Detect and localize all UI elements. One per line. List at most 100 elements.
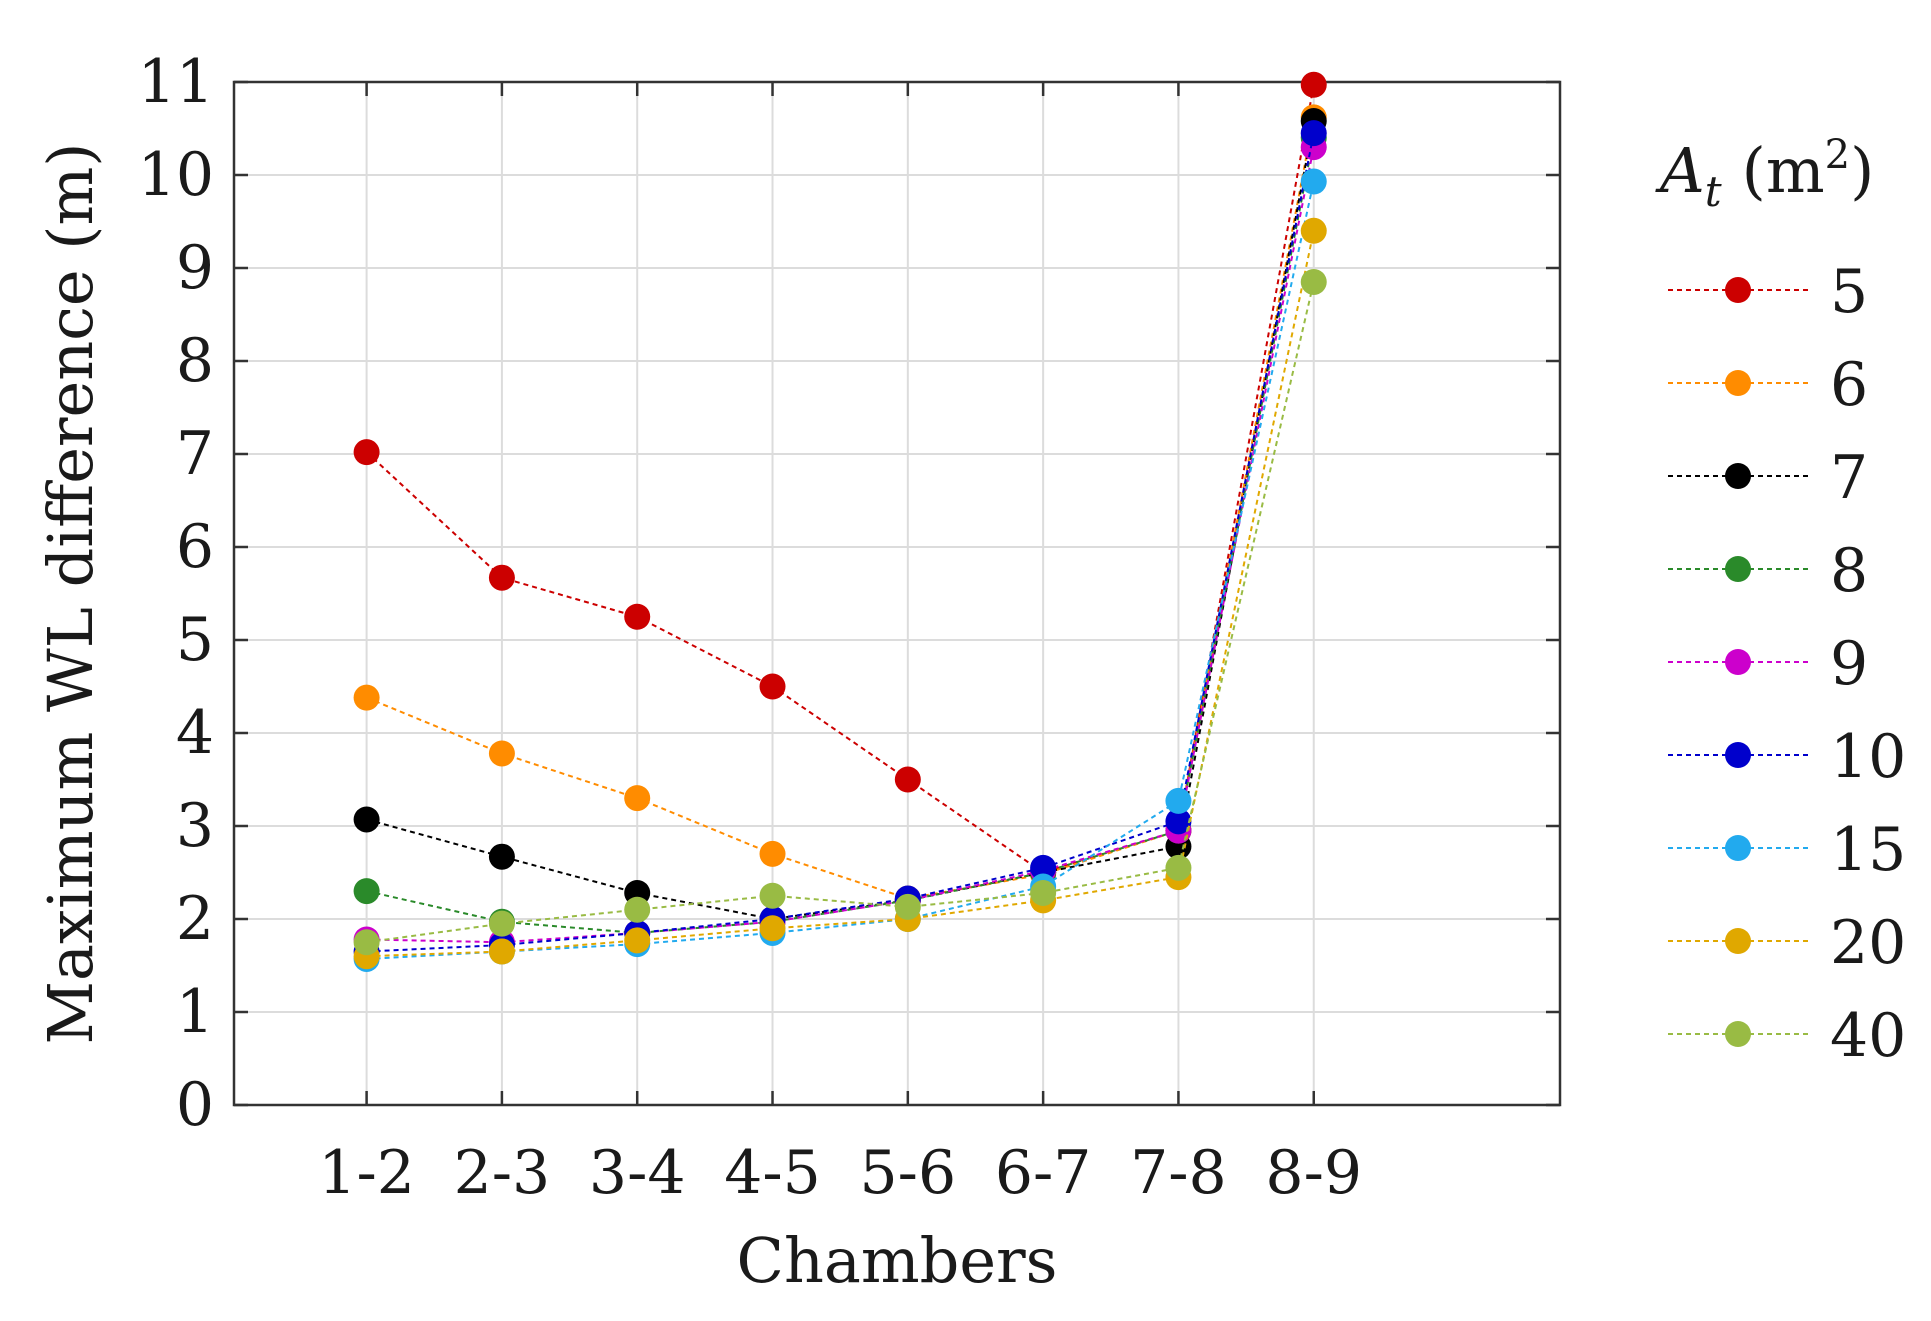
data-point — [1165, 808, 1192, 835]
data-point — [488, 843, 515, 870]
legend-label: 40 — [1830, 1001, 1906, 1071]
legend-item-6: 6 — [1668, 350, 1868, 420]
y-tick-label: 3 — [176, 791, 214, 861]
legend-title-close: ) — [1850, 134, 1874, 207]
legend-item-5: 5 — [1668, 257, 1868, 327]
y-tick-label: 11 — [138, 47, 214, 117]
data-point — [624, 785, 651, 812]
legend-swatch-marker — [1725, 370, 1751, 396]
data-point — [1300, 217, 1327, 244]
data-point — [488, 564, 515, 591]
x-tick-label: 7-8 — [1130, 1138, 1227, 1208]
data-point — [1300, 168, 1327, 195]
data-point — [353, 806, 380, 833]
legend-items: 5 6 7 8 9 10 15 20 40 — [1668, 257, 1906, 1071]
data-point — [894, 893, 921, 920]
data-point — [488, 910, 515, 937]
data-point — [759, 882, 786, 909]
data-point — [1030, 879, 1057, 906]
legend-title-unit: (m — [1742, 134, 1825, 207]
series-line — [366, 146, 1315, 944]
data-point — [353, 929, 380, 956]
legend-swatch-marker — [1725, 835, 1751, 861]
series-40 — [353, 268, 1327, 956]
data-point — [1165, 854, 1192, 881]
legend-label: 6 — [1830, 350, 1868, 420]
data-point — [624, 927, 651, 954]
legend-item-8: 8 — [1668, 536, 1868, 606]
series-line — [366, 132, 1315, 953]
series-line — [366, 137, 1315, 934]
x-tick-label: 3-4 — [589, 1138, 686, 1208]
data-point — [353, 439, 380, 466]
legend-title-main: A — [1655, 134, 1705, 207]
data-point — [759, 673, 786, 700]
legend-title-sub: t — [1705, 167, 1722, 216]
data-point — [353, 684, 380, 711]
data-point — [353, 878, 380, 905]
data-point — [759, 915, 786, 942]
legend-item-20: 20 — [1668, 908, 1906, 978]
legend-title-sup: 2 — [1825, 132, 1850, 178]
series-line — [366, 120, 1315, 921]
x-tick-label: 2-3 — [454, 1138, 551, 1208]
x-tick-label: 6-7 — [995, 1138, 1092, 1208]
y-tick-label: 8 — [176, 326, 214, 396]
y-tick-label: 5 — [176, 605, 214, 675]
data-point — [488, 740, 515, 767]
x-tick-label: 5-6 — [860, 1138, 957, 1208]
plot-frame — [232, 80, 1562, 1107]
legend-item-9: 9 — [1668, 629, 1868, 699]
data-point — [1300, 71, 1327, 98]
legend-label: 8 — [1830, 536, 1868, 606]
data-point — [894, 766, 921, 793]
x-axis-title: Chambers — [737, 1224, 1058, 1297]
grid-lines — [234, 81, 1560, 1106]
data-point — [624, 603, 651, 630]
legend-item-7: 7 — [1668, 443, 1868, 513]
data-point — [1165, 787, 1192, 814]
data-point — [1300, 120, 1327, 147]
series-line — [366, 281, 1315, 944]
series-line — [366, 230, 1315, 958]
y-tick-label: 7 — [176, 419, 214, 489]
legend-swatch-marker — [1725, 928, 1751, 954]
legend-swatch-marker — [1725, 277, 1751, 303]
y-tick-label: 6 — [176, 512, 214, 582]
series-group — [353, 71, 1327, 972]
legend-swatch-marker — [1725, 1021, 1751, 1047]
legend-label: 7 — [1830, 443, 1868, 513]
legend: At (m2) 5 6 7 8 9 10 15 20 40 — [1655, 132, 1906, 1071]
x-tick-label: 4-5 — [724, 1138, 821, 1208]
data-point — [1030, 854, 1057, 881]
series-line — [366, 117, 1315, 900]
y-tick-label: 1 — [176, 977, 214, 1047]
y-axis-title: Maximum WL difference (m) — [34, 143, 107, 1045]
legend-label: 20 — [1830, 908, 1906, 978]
y-tick-labels: 0 1 2 3 4 5 6 7 8 9 10 11 — [138, 47, 214, 1140]
legend-label: 10 — [1830, 722, 1906, 792]
y-tick-label: 2 — [176, 884, 214, 954]
legend-item-40: 40 — [1668, 1001, 1906, 1071]
legend-label: 9 — [1830, 629, 1868, 699]
y-tick-label: 4 — [176, 698, 214, 768]
legend-label: 15 — [1830, 815, 1906, 885]
legend-item-10: 10 — [1668, 722, 1906, 792]
data-point — [759, 840, 786, 867]
legend-title: At (m2) — [1655, 132, 1874, 216]
data-point — [488, 938, 515, 965]
legend-item-15: 15 — [1668, 815, 1906, 885]
legend-label: 5 — [1830, 257, 1868, 327]
legend-swatch-marker — [1725, 463, 1751, 489]
legend-swatch-marker — [1725, 556, 1751, 582]
legend-swatch-marker — [1725, 649, 1751, 675]
y-tick-label: 0 — [176, 1070, 214, 1140]
series-line — [365, 84, 1315, 874]
x-tick-label: 8-9 — [1265, 1138, 1362, 1208]
y-tick-label: 10 — [138, 140, 214, 210]
data-point — [1300, 268, 1327, 295]
x-tick-labels: 1-2 2-3 3-4 4-5 5-6 6-7 7-8 8-9 — [318, 1138, 1362, 1208]
tick-marks — [234, 80, 1560, 1107]
data-point — [624, 896, 651, 923]
